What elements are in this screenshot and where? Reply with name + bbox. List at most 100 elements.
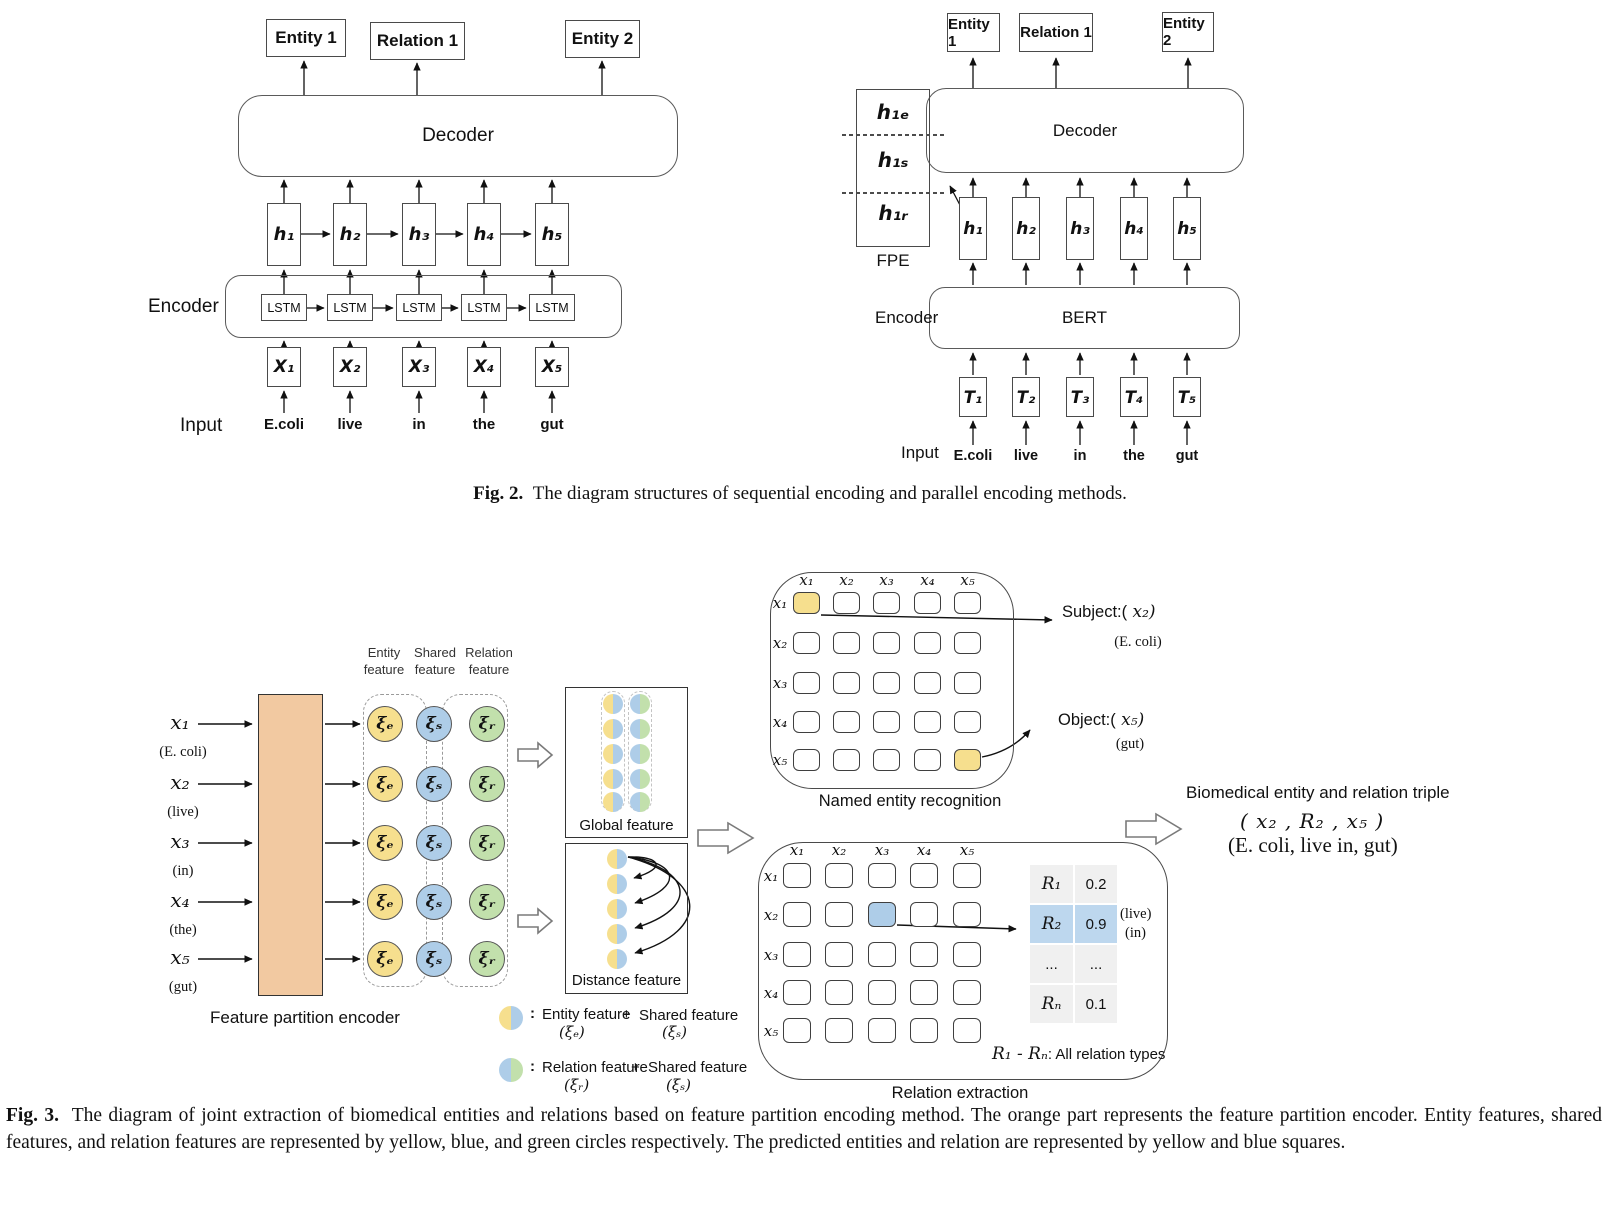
lstm-box: LSTM	[529, 294, 575, 321]
relation-name-cell: ...	[1030, 945, 1073, 983]
fpe-cell-h1r: h₁ᵣ	[878, 201, 908, 225]
legend-relation-symbol: (ξᵣ)	[564, 1076, 590, 1094]
matrix-row-header: x₁	[772, 594, 788, 612]
ner-label: Named entity recognition	[818, 792, 1002, 810]
triple-words: (E. coli, live in, gut)	[1228, 833, 1398, 857]
matrix-cell	[953, 863, 981, 888]
re-annotation-live: (live)	[1120, 906, 1152, 922]
matrix-row-header: x₅	[772, 751, 788, 769]
flow-arrow-icon	[517, 741, 554, 769]
feature-circle: ξᵣ	[469, 825, 505, 861]
bicolor-circle	[630, 719, 650, 739]
decoder-block: Decoder	[926, 88, 1244, 173]
input-label: Input	[180, 415, 223, 436]
matrix-col-header: x₃	[879, 571, 894, 589]
matrix-cell	[868, 1018, 896, 1043]
t-input-box: T₂	[1012, 377, 1040, 417]
matrix-cell	[833, 749, 860, 771]
feature-circle: ξₛ	[416, 706, 452, 742]
matrix-cell	[783, 1018, 811, 1043]
shared-feature-header: Shared feature	[414, 645, 456, 677]
legend-plus: +	[631, 1059, 640, 1076]
lstm-box: LSTM	[396, 294, 442, 321]
matrix-cell	[954, 632, 981, 654]
relation-range-symbols: R₁ - Rₙ	[992, 1044, 1048, 1064]
feature-circle: ξᵣ	[469, 706, 505, 742]
token-symbol: x₁	[170, 710, 190, 734]
encoder-label: Encoder	[148, 296, 219, 317]
subject-word: (E. coli)	[1114, 634, 1162, 650]
output-box-relation1: Relation 1	[370, 22, 465, 60]
h-state-box: h₁	[959, 197, 987, 260]
feature-circle: ξₑ	[367, 884, 403, 920]
matrix-cell	[910, 942, 938, 967]
fig2-caption-label: Fig. 2.	[473, 483, 524, 504]
matrix-cell	[914, 711, 941, 733]
token-symbol: x₄	[170, 888, 190, 912]
legend-entity-symbol: (ξₑ)	[559, 1023, 585, 1041]
matrix-cell	[868, 863, 896, 888]
token-word: (gut)	[168, 979, 198, 995]
subject-prefix: Subject:(	[1062, 603, 1128, 621]
legend-colon: :	[530, 1058, 535, 1075]
feature-circle: ξᵣ	[469, 941, 505, 977]
feature-circle: ξₑ	[367, 825, 403, 861]
matrix-cell	[914, 632, 941, 654]
feature-circle: ξₑ	[367, 941, 403, 977]
feature-circle: ξₑ	[367, 766, 403, 802]
matrix-cell	[868, 980, 896, 1005]
output-box-relation1: Relation 1	[1019, 13, 1093, 52]
flow-arrow-icon	[1125, 812, 1183, 846]
matrix-cell	[825, 980, 853, 1005]
bicolor-circle	[630, 792, 650, 812]
decoder-block: Decoder	[238, 95, 678, 177]
h-state-box: h₅	[1173, 197, 1201, 260]
matrix-cell	[783, 902, 811, 927]
matrix-row-header: x₂	[772, 634, 788, 652]
matrix-col-header: x₅	[960, 571, 975, 589]
output-box-entity2: Entity 2	[565, 20, 640, 58]
subject-label: Subject:( x₂)	[1062, 602, 1156, 622]
decoder-label: Decoder	[422, 125, 494, 146]
relation-score-cell: 0.2	[1075, 865, 1117, 903]
bicolor-circle	[603, 719, 623, 739]
input-label: Input	[901, 443, 939, 462]
h-state-box: h₅	[535, 203, 569, 266]
matrix-cell	[954, 672, 981, 694]
matrix-cell	[873, 632, 900, 654]
bicolor-circle	[630, 744, 650, 764]
triple-title: Biomedical entity and relation triple	[1186, 783, 1450, 802]
matrix-cell	[868, 942, 896, 967]
input-token: the	[1123, 448, 1145, 464]
input-token: in	[412, 416, 426, 433]
matrix-cell	[873, 711, 900, 733]
fpe-cell-h1e: h₁ₑ	[876, 100, 910, 124]
bicolor-circle	[603, 744, 623, 764]
x-input-box: X₂	[333, 347, 367, 387]
flow-arrow-icon	[697, 821, 755, 855]
feature-partition-encoder-label: Feature partition encoder	[210, 1008, 400, 1027]
matrix-col-header: x₄	[920, 571, 935, 589]
matrix-cell	[953, 980, 981, 1005]
ner-matrix-container	[770, 572, 1014, 789]
x-input-box: X₅	[535, 347, 569, 387]
entity-feature-header: Entity feature	[363, 645, 405, 677]
relation-score-cell: 0.1	[1075, 985, 1117, 1023]
legend-plus: +	[622, 1006, 631, 1023]
legend-shared-feature: Shared feature	[639, 1007, 739, 1024]
matrix-cell	[954, 711, 981, 733]
matrix-cell	[783, 942, 811, 967]
fpe-cell-h1s: h₁ₛ	[877, 148, 909, 172]
matrix-cell	[873, 749, 900, 771]
relation-types-note: R₁ - Rₙ: All relation types	[992, 1044, 1165, 1064]
matrix-row-header: x₁	[763, 866, 779, 885]
re-annotation-in: (in)	[1125, 925, 1146, 941]
matrix-col-header: x₁	[799, 571, 814, 589]
matrix-cell	[953, 1018, 981, 1043]
matrix-cell	[953, 902, 981, 927]
legend-relation-feature: Relation feature	[542, 1059, 648, 1076]
x-input-box: X₁	[267, 347, 301, 387]
object-prefix: Object:(	[1058, 711, 1116, 729]
flow-arrow-icon	[517, 907, 554, 935]
